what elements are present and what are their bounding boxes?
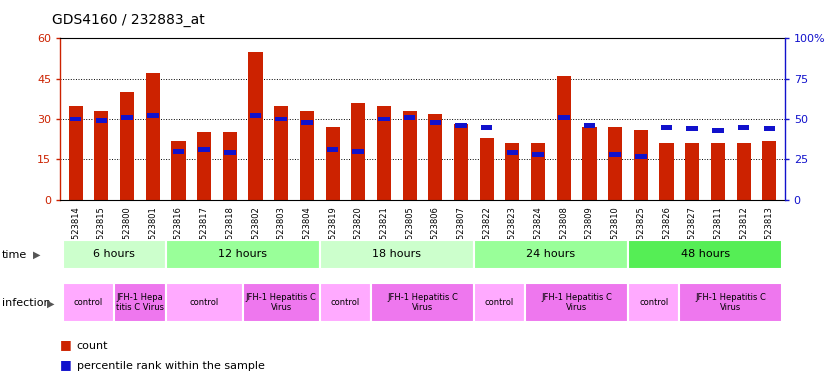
FancyBboxPatch shape xyxy=(628,283,679,322)
Text: 12 hours: 12 hours xyxy=(218,249,267,260)
Bar xyxy=(582,127,596,200)
Bar xyxy=(224,151,235,156)
Bar xyxy=(635,154,647,159)
FancyBboxPatch shape xyxy=(371,283,474,322)
FancyBboxPatch shape xyxy=(114,283,166,322)
FancyBboxPatch shape xyxy=(474,283,525,322)
Bar xyxy=(712,128,724,133)
FancyBboxPatch shape xyxy=(525,283,628,322)
Bar xyxy=(506,151,518,156)
Bar xyxy=(147,113,159,118)
Text: ▶: ▶ xyxy=(33,250,40,260)
Bar xyxy=(454,124,468,200)
Bar xyxy=(351,103,365,200)
Bar xyxy=(198,147,210,152)
Bar xyxy=(249,52,263,200)
Text: control: control xyxy=(639,298,668,307)
Text: JFH-1 Hepatitis C
Virus: JFH-1 Hepatitis C Virus xyxy=(541,293,612,312)
Text: JFH-1 Hepatitis C
Virus: JFH-1 Hepatitis C Virus xyxy=(246,293,316,312)
Text: time: time xyxy=(2,250,27,260)
Bar xyxy=(120,92,134,200)
Text: GDS4160 / 232883_at: GDS4160 / 232883_at xyxy=(52,13,205,27)
Bar xyxy=(634,130,648,200)
Bar xyxy=(172,141,186,200)
Bar xyxy=(763,126,775,131)
FancyBboxPatch shape xyxy=(628,240,782,269)
Bar xyxy=(659,143,673,200)
Text: count: count xyxy=(77,341,108,351)
Bar xyxy=(404,115,415,120)
Bar xyxy=(738,125,749,129)
FancyBboxPatch shape xyxy=(243,283,320,322)
FancyBboxPatch shape xyxy=(166,283,243,322)
Bar xyxy=(70,117,82,121)
Bar xyxy=(353,149,364,154)
Bar xyxy=(686,126,698,131)
Bar xyxy=(300,111,314,200)
Bar xyxy=(69,106,83,200)
Text: ■: ■ xyxy=(60,358,72,371)
Bar xyxy=(173,149,184,154)
Bar xyxy=(275,117,287,121)
Bar xyxy=(94,111,108,200)
Bar xyxy=(661,125,672,129)
FancyBboxPatch shape xyxy=(679,283,782,322)
FancyBboxPatch shape xyxy=(320,240,474,269)
Text: control: control xyxy=(330,298,360,307)
Text: 24 hours: 24 hours xyxy=(526,249,576,260)
Bar xyxy=(584,123,596,128)
Text: ■: ■ xyxy=(60,338,72,351)
Text: JFH-1 Hepatitis C
Virus: JFH-1 Hepatitis C Virus xyxy=(387,293,458,312)
Bar xyxy=(711,143,725,200)
Bar xyxy=(274,106,288,200)
Bar xyxy=(762,141,776,200)
Bar xyxy=(327,147,339,152)
Text: 18 hours: 18 hours xyxy=(373,249,421,260)
Bar xyxy=(737,143,751,200)
Text: infection: infection xyxy=(2,298,50,308)
Bar xyxy=(557,76,571,200)
Text: control: control xyxy=(189,298,219,307)
FancyBboxPatch shape xyxy=(320,283,371,322)
Bar xyxy=(685,143,700,200)
FancyBboxPatch shape xyxy=(166,240,320,269)
Bar xyxy=(558,115,570,120)
Text: percentile rank within the sample: percentile rank within the sample xyxy=(77,361,264,371)
Text: JFH-1 Hepa
titis C Virus: JFH-1 Hepa titis C Virus xyxy=(116,293,164,312)
Bar xyxy=(96,118,107,123)
Bar xyxy=(301,120,313,125)
Text: ▶: ▶ xyxy=(47,298,55,308)
Bar xyxy=(428,114,443,200)
Bar xyxy=(455,123,467,128)
FancyBboxPatch shape xyxy=(474,240,628,269)
Bar xyxy=(480,138,494,200)
Bar xyxy=(121,115,133,120)
Text: 6 hours: 6 hours xyxy=(93,249,135,260)
Bar xyxy=(430,120,441,125)
Bar xyxy=(532,152,544,157)
Bar xyxy=(377,106,391,200)
FancyBboxPatch shape xyxy=(63,283,114,322)
FancyBboxPatch shape xyxy=(63,240,166,269)
Bar xyxy=(402,111,417,200)
Bar xyxy=(378,117,390,121)
Bar xyxy=(610,152,621,157)
Text: control: control xyxy=(485,298,515,307)
Bar xyxy=(197,132,211,200)
Bar xyxy=(223,132,237,200)
Bar xyxy=(608,127,622,200)
Bar xyxy=(506,143,520,200)
Bar xyxy=(249,113,261,118)
Bar xyxy=(481,125,492,129)
Text: control: control xyxy=(74,298,103,307)
Text: JFH-1 Hepatitis C
Virus: JFH-1 Hepatitis C Virus xyxy=(695,293,767,312)
Bar xyxy=(325,127,339,200)
Bar xyxy=(531,143,545,200)
Bar xyxy=(145,73,160,200)
Text: 48 hours: 48 hours xyxy=(681,249,729,260)
